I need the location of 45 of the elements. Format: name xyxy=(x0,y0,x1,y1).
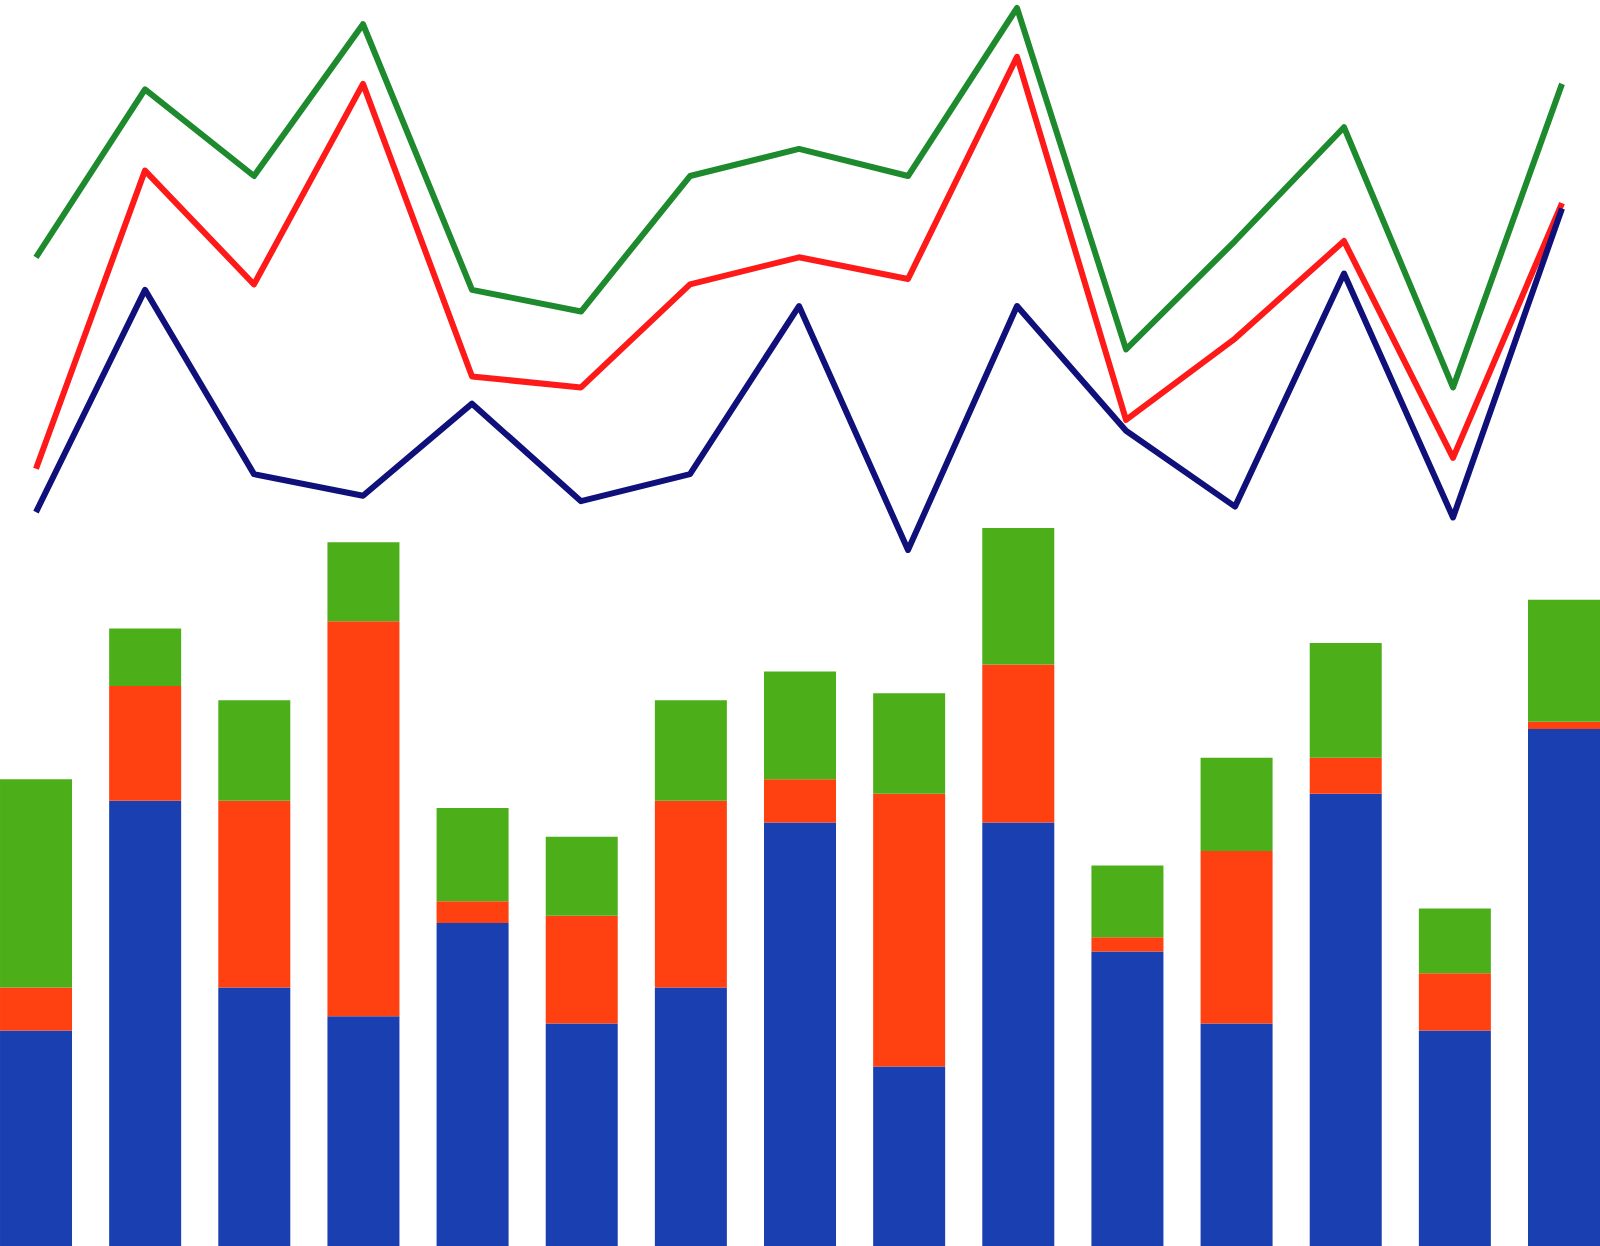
bar xyxy=(873,793,946,1067)
bar xyxy=(764,822,837,1246)
bar xyxy=(1091,865,1164,938)
bar xyxy=(545,1023,618,1246)
bar xyxy=(1200,851,1273,1024)
bar xyxy=(1200,757,1273,852)
bar xyxy=(1091,937,1164,952)
bar xyxy=(1528,729,1600,1246)
bar xyxy=(1418,973,1491,1031)
bar xyxy=(764,779,837,823)
bar xyxy=(0,779,73,988)
bar xyxy=(982,664,1055,823)
bar xyxy=(1200,1023,1273,1246)
bar xyxy=(327,1016,400,1246)
bar xyxy=(109,685,182,801)
bar xyxy=(654,987,727,1246)
bar xyxy=(1528,599,1600,722)
bar xyxy=(873,693,946,794)
bar xyxy=(109,628,182,686)
bar xyxy=(545,836,618,916)
bar xyxy=(218,987,291,1246)
bar xyxy=(218,700,291,801)
bar xyxy=(1418,908,1491,974)
bar xyxy=(545,915,618,1024)
bar xyxy=(654,700,727,801)
bar xyxy=(654,800,727,988)
bar xyxy=(1091,951,1164,1246)
bar xyxy=(1418,1030,1491,1246)
bar xyxy=(982,527,1055,665)
bar xyxy=(873,1066,946,1246)
bar xyxy=(436,808,509,902)
bar xyxy=(1309,642,1382,758)
bar xyxy=(218,800,291,988)
bar xyxy=(0,987,73,1031)
bar xyxy=(0,1030,73,1246)
bar xyxy=(436,901,509,923)
bar xyxy=(109,800,182,1246)
bar xyxy=(1309,793,1382,1246)
bar xyxy=(982,822,1055,1246)
bar xyxy=(1528,721,1600,730)
bar xyxy=(327,542,400,622)
bar xyxy=(764,671,837,780)
bar xyxy=(327,621,400,1017)
bar xyxy=(436,922,509,1246)
bar xyxy=(1309,757,1382,794)
